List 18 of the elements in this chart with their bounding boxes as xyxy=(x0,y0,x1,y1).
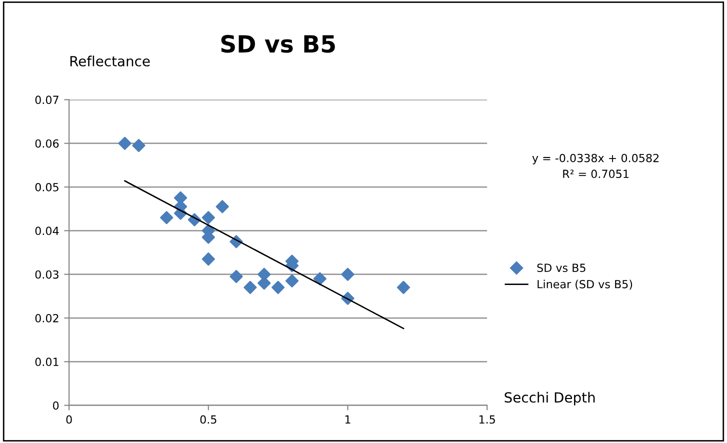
y-tick-label: 0.04 xyxy=(35,226,59,236)
x-tick-label: 1.5 xyxy=(479,415,495,424)
chart-title: SD vs B5 xyxy=(221,34,335,53)
y-tick-label: 0.01 xyxy=(35,358,58,366)
y-axis-title: Reflectance xyxy=(70,56,150,66)
y-tick-label: 0.03 xyxy=(35,270,58,279)
y-tick-label: 0.06 xyxy=(35,139,59,148)
y-tick-label: 0.02 xyxy=(35,314,58,322)
y-tick-label: 0.05 xyxy=(35,182,58,192)
x-tick-label: 1 xyxy=(345,415,350,424)
x-axis-title: Secchi Depth xyxy=(504,392,595,406)
legend-label: Linear (SD vs B5) xyxy=(538,280,632,290)
x-tick-label: 0 xyxy=(66,415,72,424)
legend-label: SD vs B5 xyxy=(537,264,586,272)
y-tick-label: 0 xyxy=(53,401,59,410)
y-tick-label: 0.07 xyxy=(35,96,58,104)
text: y = -0.0338x + 0.0582 R² = 0.7051 xyxy=(532,154,658,178)
x-tick-label: 0.5 xyxy=(200,415,216,424)
